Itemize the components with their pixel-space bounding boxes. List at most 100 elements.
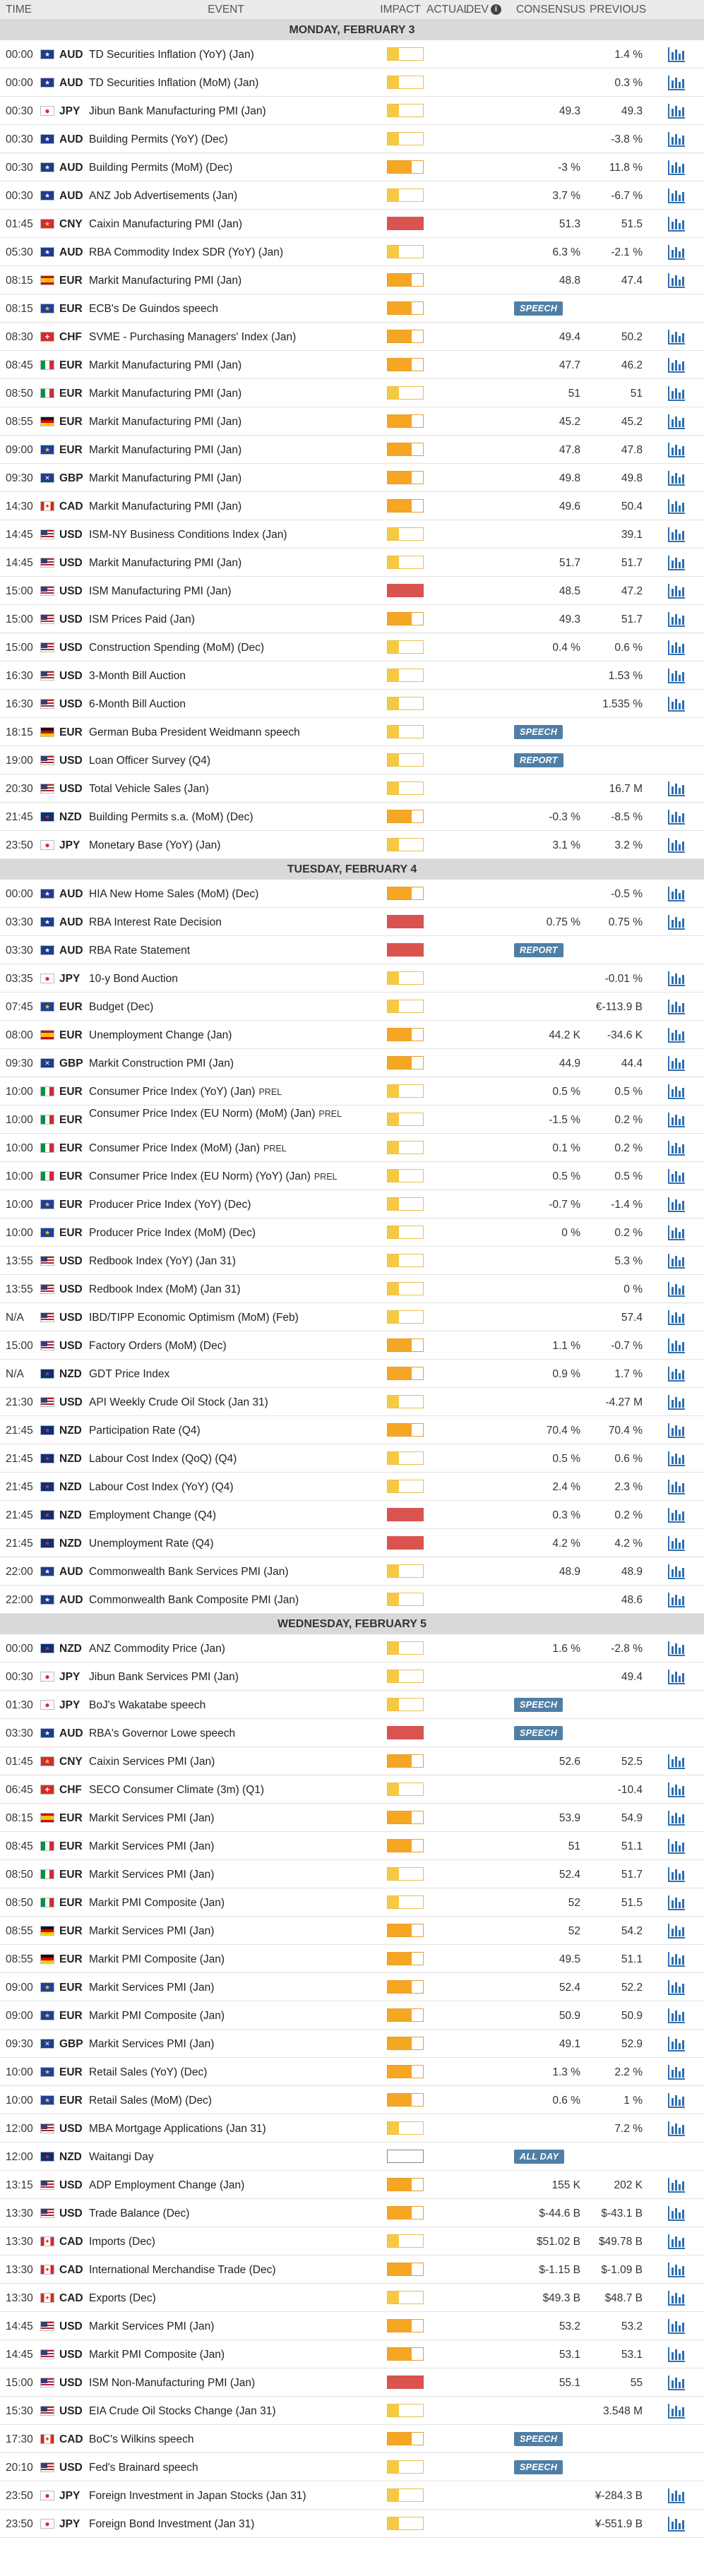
event-name-cell[interactable]: Markit Services PMI (Jan) (89, 2320, 214, 2333)
event-name-cell[interactable]: RBA Commodity Index SDR (YoY) (Jan) (89, 246, 283, 259)
event-row[interactable]: 08:15 ★ EUR ECB's De Guindos speech SPEECH (0, 294, 704, 323)
event-row[interactable]: 08:55 EUR Markit PMI Composite (Jan) 49.5 51… (0, 1945, 704, 1973)
event-name-cell[interactable]: ISM-NY Business Conditions Index (Jan) (89, 529, 287, 541)
event-row[interactable]: 00:30 ● JPY Jibun Bank Services PMI (Jan) 49… (0, 1663, 704, 1691)
bar-chart-icon[interactable] (667, 46, 686, 63)
event-row[interactable]: 10:00 EUR Consumer Price Index (MoM) (Jan)… (0, 1134, 704, 1162)
event-row[interactable]: 13:55 USD Redbook Index (YoY) (Jan 31) 5.3 … (0, 1247, 704, 1275)
event-row[interactable]: 05:30 ★ AUD RBA Commodity Index SDR (YoY) (… (0, 238, 704, 266)
event-row[interactable]: 16:30 USD 6-Month Bill Auction 1.535 % (0, 690, 704, 718)
event-name-cell[interactable]: Markit Manufacturing PMI (Jan) (89, 557, 241, 570)
event-name-cell[interactable]: Markit Services PMI (Jan) (89, 1869, 214, 1881)
event-row[interactable]: 13:30 ✦ CAD International Merchandise Trade… (0, 2256, 704, 2284)
event-row[interactable]: 23:50 ● JPY Foreign Investment in Japan Sto… (0, 2481, 704, 2510)
bar-chart-icon[interactable] (667, 498, 686, 515)
event-row[interactable]: 14:45 USD Markit Manufacturing PMI (Jan) 51… (0, 549, 704, 577)
bar-chart-icon[interactable] (667, 2402, 686, 2419)
event-row[interactable]: 14:45 USD ISM-NY Business Conditions Index… (0, 520, 704, 549)
event-row[interactable]: N/A USD IBD/TIPP Economic Optimism (MoM) (… (0, 1303, 704, 1331)
event-row[interactable]: 21:30 USD API Weekly Crude Oil Stock (Jan … (0, 1388, 704, 1416)
event-name-cell[interactable]: RBA Interest Rate Decision (89, 916, 222, 929)
event-name-cell[interactable]: Markit Manufacturing PMI (Jan) (89, 472, 241, 485)
bar-chart-icon[interactable] (667, 1506, 686, 1523)
event-name[interactable]: TD Securities Inflation (YoY) (Jan) (89, 49, 254, 61)
bar-chart-icon[interactable] (667, 2289, 686, 2306)
event-name[interactable]: Markit Services PMI (Jan) (89, 2038, 215, 2050)
event-name[interactable]: GDT Price Index (89, 1368, 170, 1380)
bar-chart-icon[interactable] (667, 215, 686, 232)
event-name[interactable]: Producer Price Index (MoM) (Dec) (89, 1227, 256, 1239)
event-name-cell[interactable]: Markit Services PMI (Jan) (89, 1812, 214, 1825)
event-name[interactable]: BoJ's Wakatabe speech (89, 1699, 206, 1711)
event-name-cell[interactable]: Markit Manufacturing PMI (Jan) (89, 359, 241, 372)
event-name[interactable]: Participation Rate (Q4) (89, 1425, 201, 1437)
event-name-cell[interactable]: Redbook Index (MoM) (Jan 31) (89, 1283, 241, 1296)
event-name[interactable]: Producer Price Index (YoY) (Dec) (89, 1199, 251, 1211)
event-name[interactable]: Caixin Manufacturing PMI (Jan) (89, 218, 243, 230)
event-name[interactable]: ISM Non-Manufacturing PMI (Jan) (89, 2377, 256, 2389)
event-name[interactable]: Jibun Bank Services PMI (Jan) (89, 1671, 239, 1683)
event-row[interactable]: 21:45 ★ NZD Unemployment Rate (Q4) 4.2 % 4.2 … (0, 1529, 704, 1557)
event-name-cell[interactable]: GDT Price Index (89, 1368, 169, 1381)
event-name[interactable]: International Merchandise Trade (Dec) (89, 2264, 276, 2276)
bar-chart-icon[interactable] (667, 1224, 686, 1241)
bar-chart-icon[interactable] (667, 1838, 686, 1855)
event-name[interactable]: SVME - Purchasing Managers' Index (Jan) (89, 331, 297, 343)
event-name-cell[interactable]: SECO Consumer Climate (3m) (Q1) (89, 1784, 264, 1797)
event-row[interactable]: 21:45 ★ NZD Employment Change (Q4) 0.3 % 0.2 … (0, 1501, 704, 1529)
event-name[interactable]: Markit Services PMI (Jan) (89, 1982, 215, 1994)
bar-chart-icon[interactable] (667, 1640, 686, 1657)
event-row[interactable]: 13:30 ✦ CAD Imports (Dec) $51.02 B $49.78 B (0, 2227, 704, 2256)
bar-chart-icon[interactable] (667, 469, 686, 486)
event-name-cell[interactable]: 10-y Bond Auction (89, 973, 178, 986)
event-name-cell[interactable]: Consumer Price Index (EU Norm) (MoM) (Ja… (89, 1108, 371, 1120)
event-name-cell[interactable]: Markit PMI Composite (Jan) (89, 1953, 225, 1966)
event-name[interactable]: Markit Construction PMI (Jan) (89, 1058, 234, 1070)
event-name-cell[interactable]: Markit PMI Composite (Jan) (89, 1897, 225, 1910)
event-row[interactable]: 17:30 ✦ CAD BoC's Wilkins speech SPEECH (0, 2425, 704, 2453)
event-name[interactable]: Markit PMI Composite (Jan) (89, 1953, 225, 1965)
event-name[interactable]: Monetary Base (YoY) (Jan) (89, 839, 221, 851)
event-name-cell[interactable]: Foreign Investment in Japan Stocks (Jan … (89, 2490, 306, 2503)
event-row[interactable]: 08:45 EUR Markit Manufacturing PMI (Jan) 47… (0, 351, 704, 379)
event-name[interactable]: Markit Services PMI (Jan) (89, 2320, 215, 2332)
bar-chart-icon[interactable] (667, 357, 686, 373)
event-name[interactable]: Markit Services PMI (Jan) (89, 1812, 215, 1824)
bar-chart-icon[interactable] (667, 328, 686, 345)
event-name-cell[interactable]: ECB's De Guindos speech (89, 303, 218, 316)
event-row[interactable]: 01:45 ★ CNY Caixin Manufacturing PMI (Jan) 5… (0, 210, 704, 238)
event-name[interactable]: Consumer Price Index (MoM) (Jan) (89, 1142, 261, 1154)
event-name[interactable]: Markit Manufacturing PMI (Jan) (89, 388, 242, 400)
event-row[interactable]: 21:45 ★ NZD Labour Cost Index (YoY) (Q4) 2.4… (0, 1473, 704, 1501)
event-name[interactable]: RBA Rate Statement (89, 945, 191, 957)
event-name[interactable]: Employment Change (Q4) (89, 1509, 217, 1521)
event-name-cell[interactable]: Trade Balance (Dec) (89, 2207, 189, 2220)
event-row[interactable]: 18:15 EUR German Buba President Weidmann s… (0, 718, 704, 746)
event-row[interactable]: 00:00 ★ NZD ANZ Commodity Price (Jan) 1.6 % -… (0, 1634, 704, 1663)
event-row[interactable]: 21:45 ★ NZD Labour Cost Index (QoQ) (Q4) 0.5… (0, 1444, 704, 1473)
event-name-cell[interactable]: RBA's Governor Lowe speech (89, 1727, 235, 1740)
event-name[interactable]: Redbook Index (YoY) (Jan 31) (89, 1255, 236, 1267)
bar-chart-icon[interactable] (667, 837, 686, 853)
event-row[interactable]: 22:00 ★ AUD Commonwealth Bank Services PMI … (0, 1557, 704, 1586)
event-row[interactable]: 03:30 ★ AUD RBA's Governor Lowe speech SPEEC… (0, 1719, 704, 1747)
event-name-cell[interactable]: Factory Orders (MoM) (Dec) (89, 1340, 227, 1353)
bar-chart-icon[interactable] (667, 187, 686, 204)
event-row[interactable]: 10:00 ★ EUR Producer Price Index (MoM) (Dec… (0, 1218, 704, 1247)
event-name[interactable]: Markit Services PMI (Jan) (89, 1869, 215, 1881)
event-row[interactable]: 23:50 ● JPY Monetary Base (YoY) (Jan) 3.1 % 3… (0, 831, 704, 859)
bar-chart-icon[interactable] (667, 1252, 686, 1269)
event-name-cell[interactable]: Markit PMI Composite (Jan) (89, 2010, 225, 2023)
event-row[interactable]: 15:00 USD Factory Orders (MoM) (Dec) 1.1 % -… (0, 1331, 704, 1360)
event-name-cell[interactable]: MBA Mortgage Applications (Jan 31) (89, 2123, 266, 2135)
event-name-cell[interactable]: ISM Prices Paid (Jan) (89, 613, 195, 626)
event-name[interactable]: Factory Orders (MoM) (Dec) (89, 1340, 227, 1352)
event-name[interactable]: RBA's Governor Lowe speech (89, 1727, 236, 1739)
event-row[interactable]: 08:55 EUR Markit Manufacturing PMI (Jan) 45… (0, 407, 704, 436)
bar-chart-icon[interactable] (667, 667, 686, 684)
bar-chart-icon[interactable] (667, 159, 686, 176)
event-row[interactable]: 08:55 EUR Markit Services PMI (Jan) 52 54.2 (0, 1917, 704, 1945)
bar-chart-icon[interactable] (667, 385, 686, 402)
event-row[interactable]: 14:45 USD Markit Services PMI (Jan) 53.2 53.… (0, 2312, 704, 2340)
event-name[interactable]: Unemployment Rate (Q4) (89, 1538, 214, 1550)
